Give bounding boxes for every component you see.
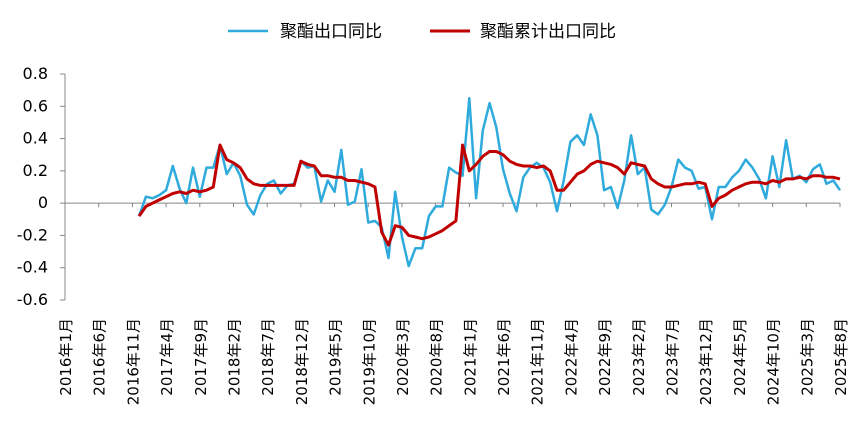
x-tick-label: 2020年8月 <box>428 318 446 396</box>
x-tick-label: 2020年3月 <box>394 318 412 396</box>
x-tick-label: 2017年9月 <box>192 318 210 396</box>
y-tick-label: 0.4 <box>23 129 48 148</box>
x-tick-label: 2016年11月 <box>124 318 142 405</box>
x-tick-label: 2018年12月 <box>293 318 311 405</box>
y-tick-label: -0.4 <box>17 258 48 277</box>
x-tick-label: 2017年4月 <box>158 318 176 396</box>
x-tick-label: 2024年5月 <box>731 318 749 396</box>
y-tick-label: 0.6 <box>23 96 48 115</box>
y-tick-label: 0.8 <box>23 64 48 83</box>
x-tick-label: 2019年5月 <box>327 318 345 396</box>
x-tick-label: 2016年1月 <box>57 318 75 396</box>
x-tick-label: 2021年6月 <box>495 318 513 396</box>
x-axis: 2016年1月 2016年6月 2016年11月 2017年4月 2017年9月 2018… <box>57 202 850 405</box>
series-line-1 <box>137 96 842 268</box>
y-tick-label: 0.2 <box>23 161 48 180</box>
x-tick-label: 2016年6月 <box>91 318 109 396</box>
x-tick-label: 2025年3月 <box>798 318 816 396</box>
x-tick-label: 2021年1月 <box>461 318 479 396</box>
y-tick-label: -0.2 <box>17 225 48 244</box>
x-tick-label: 2023年12月 <box>697 318 715 405</box>
y-axis: 0.8 0.6 0.4 0.2 0 -0.2 -0.4 -0.6 <box>17 64 66 309</box>
x-tick-label: 2021年11月 <box>529 318 547 405</box>
legend-label-2: 聚酯累计出口同比 <box>480 22 616 42</box>
legend-label-1: 聚酯出口同比 <box>280 22 382 42</box>
x-tick-label: 2025年8月 <box>832 318 850 396</box>
x-tick-label: 2022年9月 <box>596 318 614 396</box>
x-tick-label: 2018年7月 <box>259 318 277 396</box>
y-tick-label: -0.6 <box>17 290 48 309</box>
x-tick-label: 2019年10月 <box>360 318 378 405</box>
x-tick-label: 2023年7月 <box>664 318 682 396</box>
plot-area <box>137 96 842 268</box>
y-tick-label: 0 <box>38 193 48 212</box>
x-tick-label: 2018年2月 <box>225 318 243 396</box>
series-line-2 <box>137 143 841 247</box>
legend: 聚酯出口同比 聚酯累计出口同比 <box>228 22 616 42</box>
x-tick-label: 2023年2月 <box>630 318 648 396</box>
x-tick-label: 2022年4月 <box>562 318 580 396</box>
x-tick-label: 2024年10月 <box>765 318 783 405</box>
